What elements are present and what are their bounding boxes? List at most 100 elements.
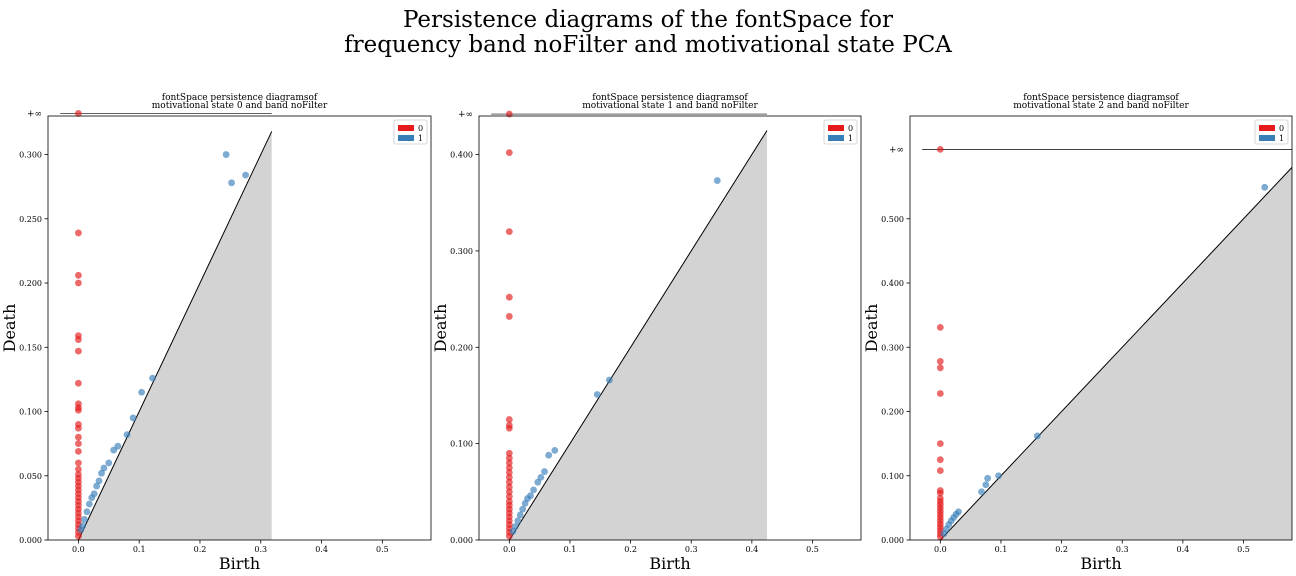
x-tick-label: 0.0 bbox=[72, 545, 85, 554]
y-tick-label: 0.250 bbox=[19, 215, 42, 224]
y-tick-label: 0.000 bbox=[19, 536, 42, 545]
subplot-title-line-2: motivational state 1 and band noFilter bbox=[582, 101, 758, 111]
subplot-title-line-1: fontSpace persistence diagramsof bbox=[1023, 93, 1179, 103]
h0-point bbox=[505, 313, 513, 320]
x-tick-label: 0.0 bbox=[934, 545, 947, 554]
h1-point bbox=[149, 374, 156, 382]
y-tick-label: 0.100 bbox=[19, 408, 42, 417]
x-tick-label: 0.0 bbox=[503, 545, 516, 554]
h1-point bbox=[516, 511, 524, 519]
h0-point bbox=[74, 440, 82, 448]
x-tick-label: 0.5 bbox=[1237, 545, 1250, 554]
x-tick-label: 0.2 bbox=[1055, 545, 1068, 554]
h0-point bbox=[505, 459, 513, 467]
h0-point bbox=[74, 379, 82, 387]
h1-point bbox=[514, 517, 522, 525]
h1-point bbox=[222, 151, 230, 158]
figure-title-line-2: frequency band noFilter and motivational… bbox=[344, 32, 952, 58]
persistence-diagram-panel-0: 0.0 0.1 0.2 0.3 0.4 0.5 0.000 0.050 0.100 0.150 0.… bbox=[0, 93, 432, 573]
diagonal-line bbox=[508, 130, 768, 541]
h0-point bbox=[505, 293, 513, 301]
h1-point bbox=[138, 388, 146, 396]
y-axis-label: Death bbox=[862, 304, 881, 353]
h1-point bbox=[242, 171, 249, 179]
h0-point bbox=[936, 489, 944, 497]
h0-point bbox=[505, 469, 513, 476]
h0-point bbox=[936, 467, 944, 475]
x-tick-label: 0.1 bbox=[564, 545, 577, 554]
h0-point bbox=[505, 483, 513, 491]
h0-point bbox=[74, 459, 82, 467]
h1-point bbox=[93, 482, 101, 490]
h0-point bbox=[74, 406, 82, 414]
y-tick-label: 0.300 bbox=[450, 247, 473, 256]
axes-frame bbox=[478, 115, 862, 541]
h1-point bbox=[105, 459, 113, 467]
legend: 01 bbox=[823, 119, 858, 145]
y-tick-label: 0.200 bbox=[19, 279, 42, 288]
h0-point bbox=[936, 146, 944, 153]
h0-point bbox=[505, 532, 513, 540]
h0-point bbox=[505, 228, 513, 236]
h1-point bbox=[519, 505, 527, 513]
legend-label-1: 1 bbox=[418, 134, 423, 143]
h1-point bbox=[995, 472, 1002, 480]
h1-point bbox=[982, 481, 990, 489]
h1-point bbox=[1261, 183, 1269, 191]
h1-point bbox=[100, 464, 108, 472]
y-tick-label: 0.200 bbox=[881, 408, 904, 417]
h1-point bbox=[541, 468, 548, 475]
h1-point bbox=[1033, 432, 1041, 440]
h1-point bbox=[551, 446, 559, 454]
legend-swatch-1 bbox=[398, 135, 414, 141]
legend-swatch-1 bbox=[1259, 135, 1275, 141]
y-tick-label: 0.150 bbox=[19, 343, 42, 352]
y-tick-label: 0.000 bbox=[450, 536, 473, 545]
y-tick-label: 0.300 bbox=[19, 151, 42, 160]
h0-point bbox=[505, 464, 513, 472]
y-tick-label: 0.100 bbox=[881, 472, 904, 481]
h0-point bbox=[505, 488, 513, 496]
legend-swatch-1 bbox=[828, 135, 844, 141]
h0-point bbox=[74, 229, 82, 237]
h0-point bbox=[74, 447, 82, 455]
h0-point bbox=[936, 440, 944, 448]
y-tick-label: 0.100 bbox=[450, 440, 473, 449]
infinity-tick-label: +∞ bbox=[889, 145, 904, 155]
x-axis-label: Birth bbox=[649, 554, 690, 573]
axes-frame bbox=[909, 115, 1293, 541]
y-tick-label: 0.050 bbox=[19, 472, 42, 481]
h1-point bbox=[605, 376, 613, 384]
h1-point bbox=[978, 488, 985, 496]
x-tick-label: 0.3 bbox=[1116, 545, 1129, 554]
x-tick-label: 0.2 bbox=[194, 545, 207, 554]
x-tick-label: 0.1 bbox=[133, 545, 146, 554]
y-axis-label: Death bbox=[431, 304, 450, 353]
h0-point bbox=[505, 149, 513, 157]
subplot-title-line-1: fontSpace persistence diagramsof bbox=[592, 93, 748, 103]
h0-point bbox=[936, 323, 944, 331]
x-tick-label: 0.2 bbox=[624, 545, 637, 554]
h0-point bbox=[505, 478, 513, 486]
h1-point bbox=[984, 474, 992, 482]
h0-point bbox=[74, 424, 82, 432]
h1-point bbox=[129, 414, 137, 422]
h0-point bbox=[505, 424, 513, 432]
legend-swatch-0 bbox=[828, 125, 844, 131]
x-tick-label: 0.1 bbox=[995, 545, 1008, 554]
h1-point bbox=[530, 486, 537, 494]
h0-point bbox=[505, 110, 513, 118]
h1-point bbox=[95, 477, 103, 485]
h1-point bbox=[81, 516, 88, 523]
h0-point bbox=[74, 433, 82, 441]
legend: 01 bbox=[1254, 119, 1289, 145]
legend-swatch-0 bbox=[1259, 125, 1275, 131]
subplot-title-line-2: motivational state 0 and band noFilter bbox=[152, 101, 328, 111]
y-tick-label: 0.200 bbox=[450, 343, 473, 352]
h1-point bbox=[123, 431, 131, 439]
legend-label-0: 0 bbox=[848, 124, 853, 133]
h0-point bbox=[74, 347, 82, 355]
y-tick-label: 0.500 bbox=[881, 215, 904, 224]
h0-point bbox=[936, 364, 944, 372]
figure-title-line-1: Persistence diagrams of the fontSpace fo… bbox=[402, 7, 894, 33]
